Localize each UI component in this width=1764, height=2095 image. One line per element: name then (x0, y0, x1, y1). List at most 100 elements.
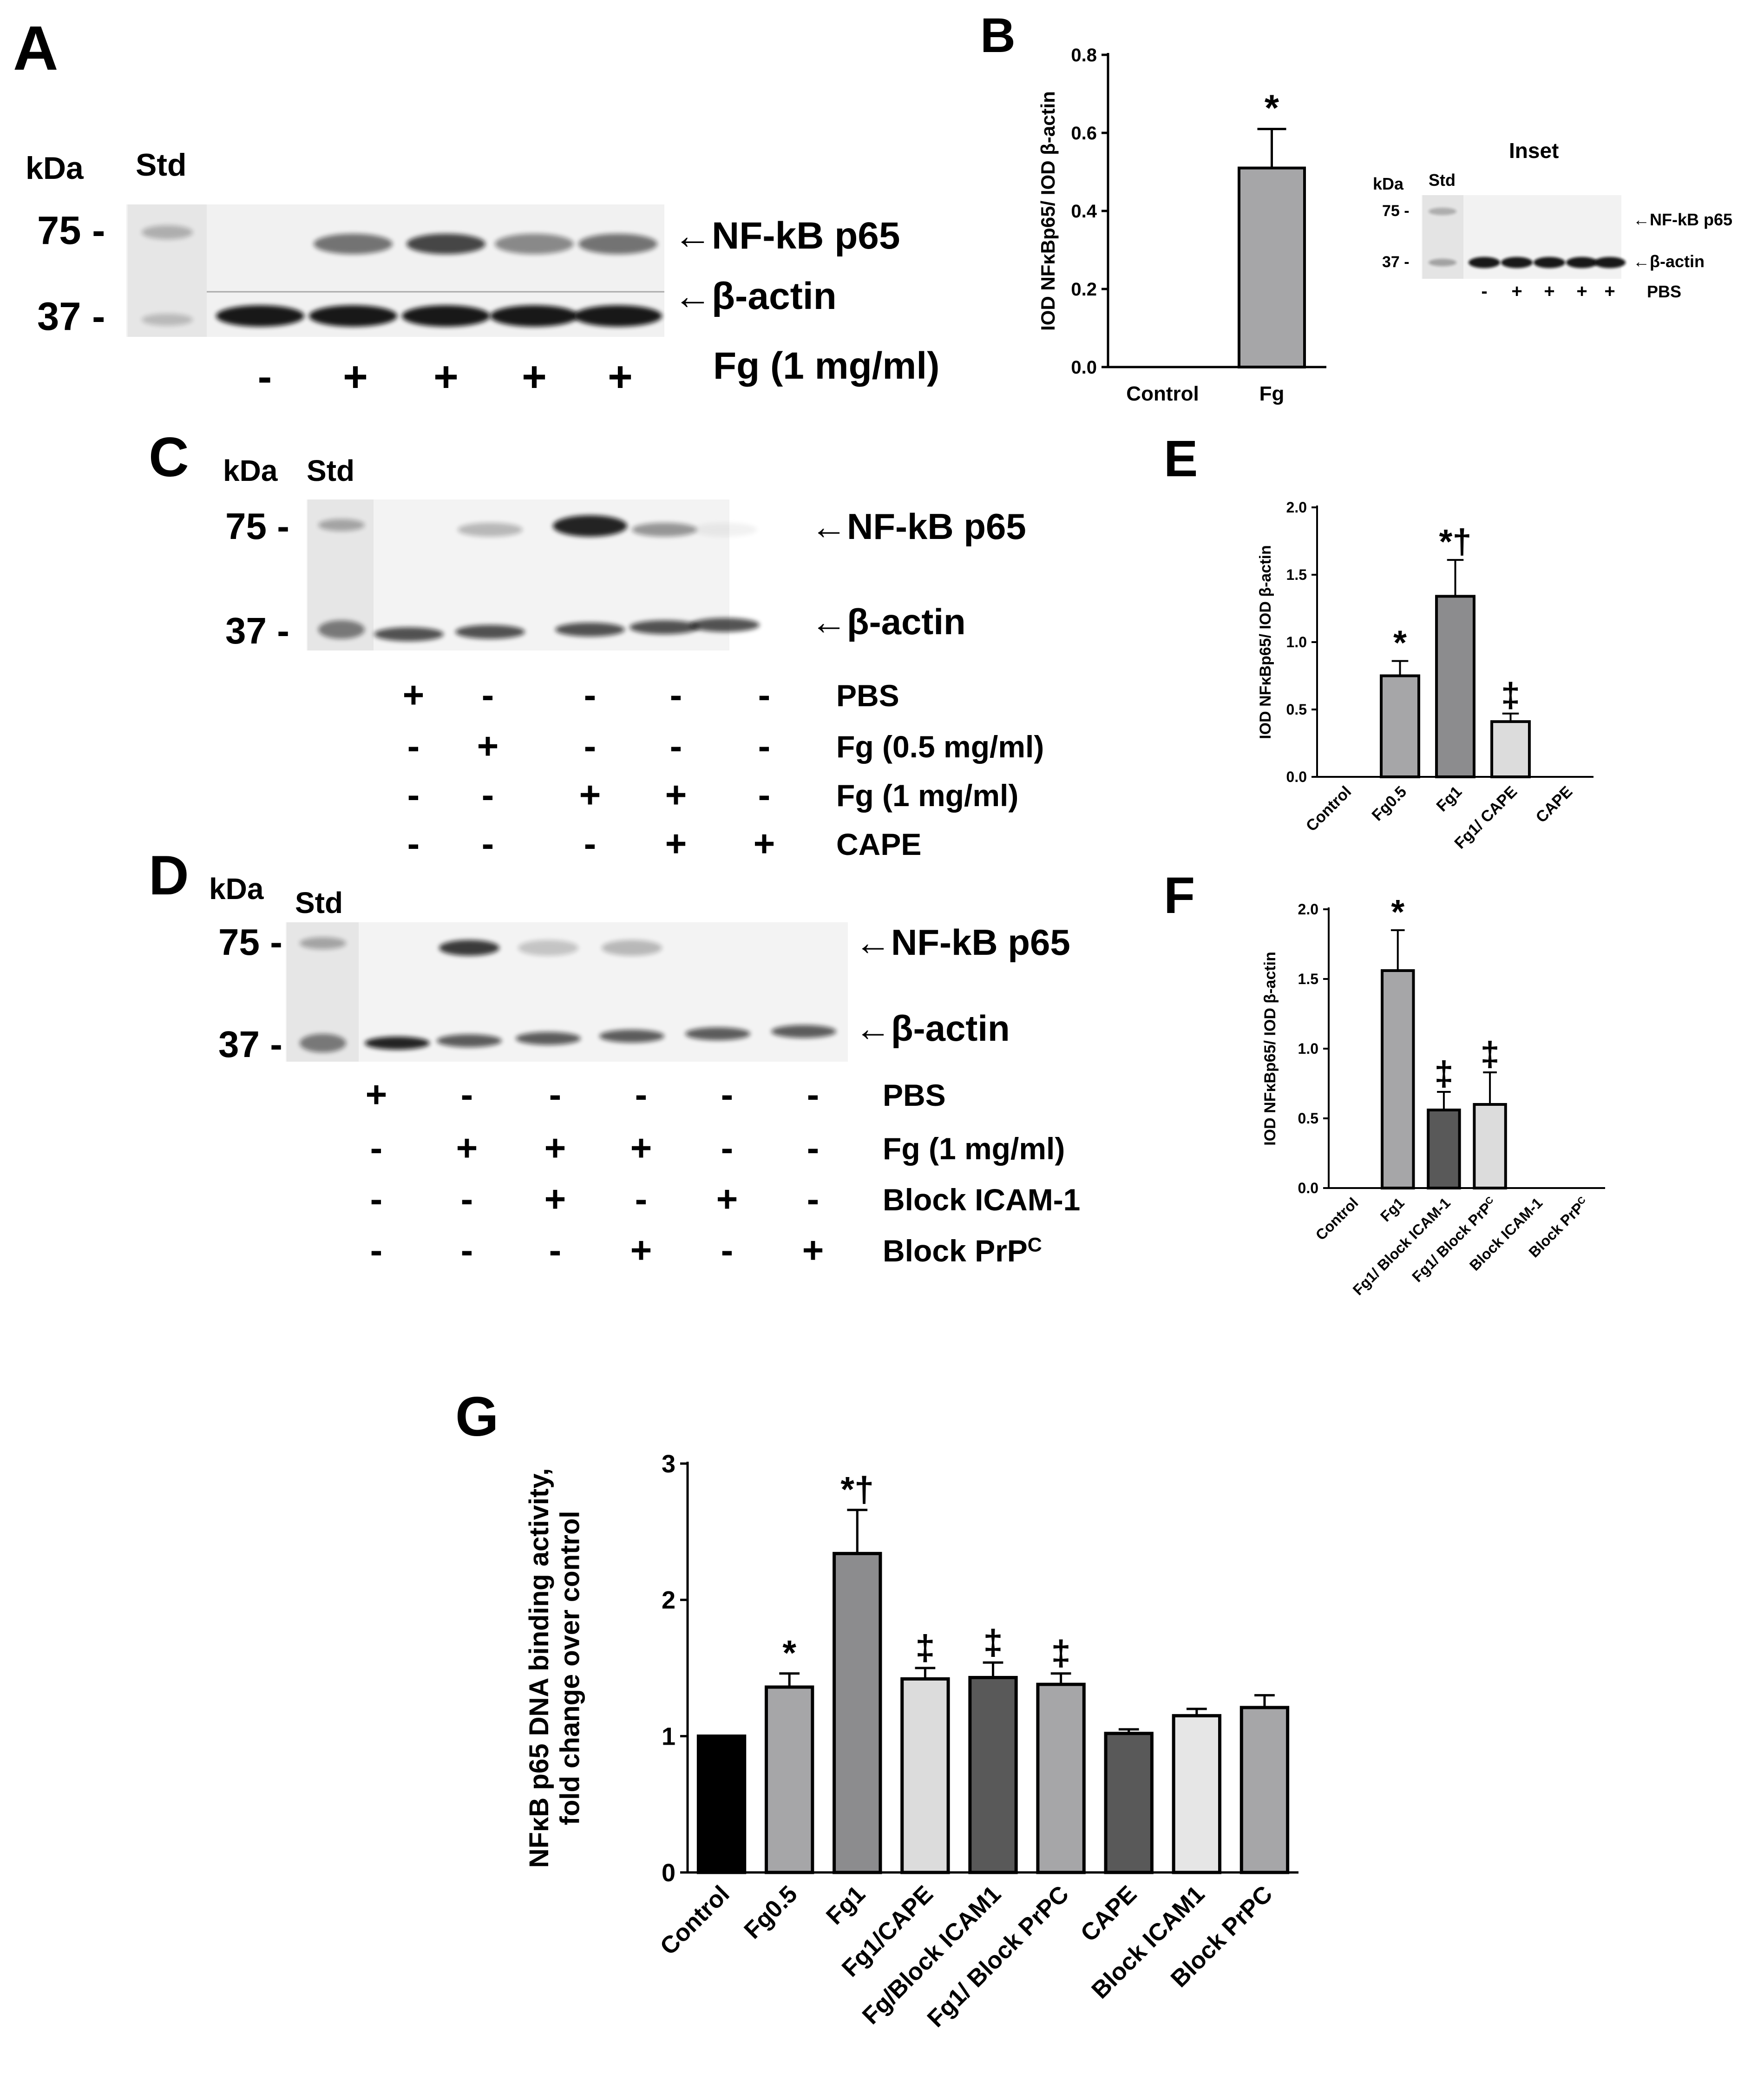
treatment-sign: - (758, 774, 771, 815)
y-axis-label: IOD NFκBp65/ IOD β-actin (1261, 952, 1279, 1146)
bar (1435, 595, 1475, 779)
treatment-sign: + (1604, 281, 1615, 302)
treatment-sign: + (403, 674, 425, 716)
actin-band (1594, 257, 1626, 268)
treatment-sign: - (635, 1074, 648, 1115)
treatment-sign: + (665, 774, 687, 815)
panel-g-bar-chart: 0 1 2 3 NFκB p65 DNA binding activity, fold c… (524, 1450, 1298, 2033)
y-tick-label: 0.0 (1071, 357, 1097, 378)
significance-marker: ‡ (915, 1628, 935, 1668)
panel-letter-a: A (13, 13, 59, 83)
treatment-sign: - (584, 823, 597, 864)
inset-std: Std (1429, 171, 1456, 190)
treatment-sign: + (1576, 281, 1587, 302)
inset-kda: kDa (1373, 174, 1404, 193)
treatment-sign: + (456, 1127, 478, 1169)
x-tick-label: Fg (1259, 382, 1285, 405)
marker-75: 75 - (37, 209, 105, 253)
marker-37: 37 - (225, 610, 289, 651)
actin-band (365, 1037, 430, 1050)
y-tick-label: 0.2 (1071, 279, 1097, 300)
actin-band (771, 1025, 836, 1038)
std-marker-band (318, 620, 365, 639)
actin-band (216, 305, 304, 327)
panel-b-bar-chart: 0.0 0.2 0.4 0.6 0.8 IOD NFκBp65/ IOD β-actin C… (1037, 45, 1326, 405)
treatment-sign: - (461, 1074, 473, 1115)
p65-band (314, 234, 393, 254)
bar (1036, 1682, 1086, 1874)
p65-band (692, 523, 757, 537)
treatment-row-label: PBS (883, 1078, 946, 1112)
p65-band (495, 234, 574, 254)
panel-e-bar-chart: 0.0 0.5 1.0 1.5 2.0 IOD NFκBp65/ IOD β-actin C… (1257, 499, 1594, 853)
bar (1238, 166, 1306, 368)
bar (696, 1734, 747, 1874)
bar (1427, 1109, 1461, 1189)
treatment-sign: - (461, 1229, 473, 1271)
treatment-sign: - (584, 674, 597, 716)
band-label-p65: ←NF-kB p65 (811, 506, 1026, 547)
actin-band (374, 627, 444, 641)
actin-band (555, 623, 625, 637)
x-tick-label: Fg1 (1433, 783, 1466, 815)
x-tick-label: Fg1 (1377, 1194, 1408, 1225)
treatment-sign: - (758, 674, 771, 716)
actin-band (1534, 257, 1565, 268)
band-label-actin: ←β-actin (674, 275, 837, 317)
marker-75: 75 - (225, 506, 289, 547)
treatment-sign: + (433, 353, 459, 401)
treatment-sign: - (258, 353, 272, 401)
treatment-row-label: Fg (1 mg/ml) (836, 778, 1018, 813)
treatment-sign: + (579, 774, 601, 815)
treatment-sign: - (549, 1074, 562, 1115)
y-tick-label: 2.0 (1298, 901, 1318, 918)
panel-c-western-blot: kDa Std 75 - 37 - ←NF-kB p65 ←β-actin + -… (223, 454, 1044, 864)
actin-band (1501, 257, 1533, 268)
significance-marker: ‡ (1434, 1054, 1453, 1093)
bar (833, 1552, 882, 1874)
inset-band-label-p65: ←NF-kB p65 (1633, 210, 1732, 229)
treatment-sign: - (407, 774, 420, 815)
treatment-sign: - (482, 823, 494, 864)
treatment-sign: - (482, 674, 494, 716)
panel-d-western-blot: kDa Std 75 - 37 - ←NF-kB p65 ←β-actin + -… (209, 872, 1080, 1271)
treatment-sign: - (807, 1074, 820, 1115)
treatment-sign: - (461, 1178, 473, 1220)
treatment-sign: - (635, 1178, 648, 1220)
treatment-sign: + (544, 1178, 566, 1220)
y-axis-label: IOD NFκBp65/ IOD β-actin (1257, 545, 1274, 739)
inset-title: Inset (1509, 138, 1559, 163)
significance-marker: ‡ (1501, 676, 1520, 715)
std-label: Std (136, 147, 187, 183)
panel-letter-d: D (149, 844, 189, 906)
x-tick-label: Fg1 (821, 1880, 870, 1930)
treatment-sign: + (630, 1127, 652, 1169)
bar (764, 1685, 814, 1874)
significance-marker: * (1393, 624, 1407, 662)
marker-75: 75 - (218, 921, 282, 963)
bar (1490, 720, 1531, 778)
treatment-sign: + (544, 1127, 566, 1169)
treatment-sign: - (721, 1074, 734, 1115)
panel-letter-b: B (980, 8, 1016, 63)
std-marker-band (318, 519, 365, 531)
treatment-sign: + (522, 353, 547, 401)
std-marker-band (1429, 259, 1456, 266)
actin-band (437, 1034, 502, 1047)
actin-band (516, 1032, 581, 1045)
inset-band-label-actin: ←β-actin (1633, 252, 1705, 271)
y-tick-label: 0 (662, 1859, 675, 1887)
p65-band (407, 234, 485, 254)
bar (968, 1676, 1018, 1874)
y-axis-label: NFκB p65 DNA binding activity, (524, 1468, 554, 1868)
treatment-sign: - (370, 1178, 383, 1220)
p65-band (602, 940, 662, 956)
std-marker-band (300, 1034, 346, 1052)
x-tick-label: Control (1126, 382, 1199, 405)
std-label: Std (295, 886, 343, 919)
panel-letter-c: C (149, 426, 189, 488)
y-tick-label: 0.5 (1286, 701, 1307, 718)
actin-band (309, 305, 397, 327)
significance-marker: * (782, 1634, 796, 1673)
band-label-p65: ←NF-kB p65 (674, 215, 900, 257)
